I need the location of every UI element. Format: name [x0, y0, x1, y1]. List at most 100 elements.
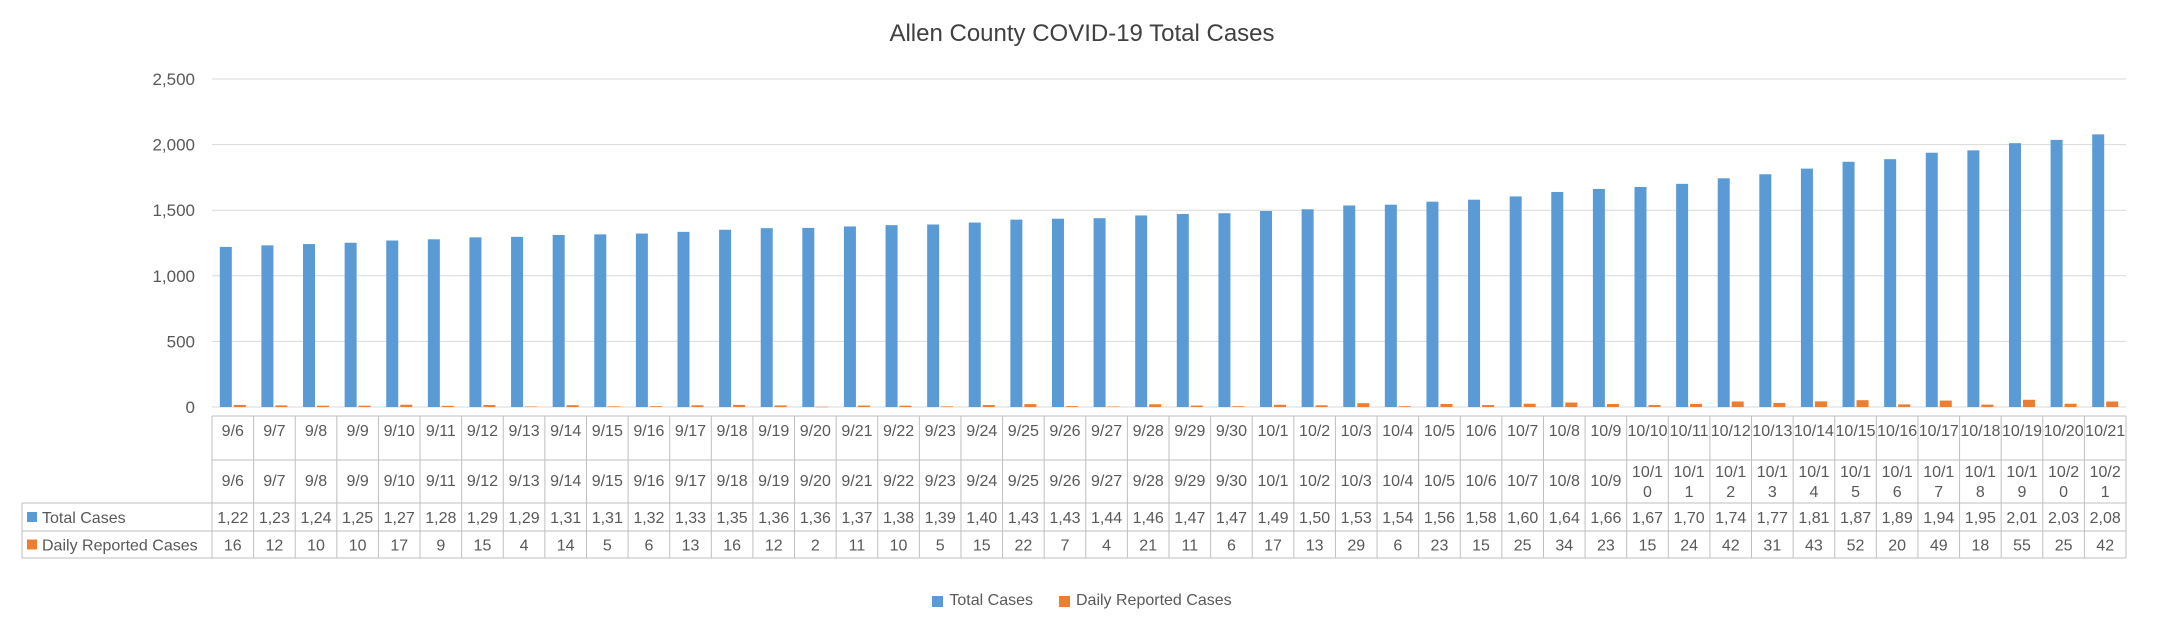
x-tick-label: 10/8 — [1549, 423, 1580, 440]
legend-label-daily: Daily Reported Cases — [1075, 592, 1232, 609]
table-cell: 13 — [682, 538, 700, 555]
table-header-cell: 7 — [1934, 484, 1943, 501]
table-cell: 1,39 — [925, 510, 956, 527]
bar-daily — [1440, 403, 1453, 407]
bar-total — [1010, 219, 1023, 407]
x-tick-label: 9/12 — [467, 423, 498, 440]
bar-total — [469, 237, 482, 407]
table-header-cell: 5 — [1851, 484, 1860, 501]
bar-daily — [1024, 404, 1037, 407]
table-header-cell: 10/7 — [1507, 473, 1538, 490]
table-header-cell: 0 — [2059, 484, 2068, 501]
table-cell: 18 — [1971, 538, 1989, 555]
table-header-cell: 10/2 — [2048, 464, 2079, 481]
table-cell: 1,46 — [1133, 510, 1164, 527]
bar-daily — [982, 405, 995, 407]
table-header-cell: 9/21 — [841, 473, 872, 490]
x-tick-label: 9/10 — [384, 423, 415, 440]
bar-total — [1135, 215, 1148, 407]
table-cell: 21 — [1139, 538, 1157, 555]
table-header-cell: 9/15 — [592, 473, 623, 490]
bar-daily — [2064, 403, 2077, 407]
table-header-cell: 10/1 — [1840, 464, 1871, 481]
table-cell: 6 — [1393, 538, 1402, 555]
bar-total — [1884, 159, 1897, 407]
x-tick-label: 10/20 — [2044, 423, 2084, 440]
bar-total — [719, 229, 732, 407]
bar-total — [552, 234, 565, 407]
bar-daily — [1274, 404, 1287, 407]
table-header-cell: 9 — [2018, 484, 2027, 501]
table-cell: 10 — [890, 538, 908, 555]
y-tick-label: 1,500 — [152, 201, 195, 220]
table-cell: 1,66 — [1590, 510, 1621, 527]
legend-swatch-total — [932, 595, 944, 607]
x-tick-label: 10/15 — [1836, 423, 1876, 440]
x-tick-label: 10/7 — [1507, 423, 1538, 440]
x-tick-label: 9/19 — [758, 423, 789, 440]
table-cell: 1,36 — [758, 510, 789, 527]
bar-daily — [525, 406, 538, 407]
table-cell: 1,29 — [508, 510, 539, 527]
bar-total — [1800, 168, 1813, 407]
table-header-cell: 9/17 — [675, 473, 706, 490]
bar-daily — [1315, 405, 1328, 407]
table-cell: 2,03 — [2048, 510, 2079, 527]
x-tick-label: 9/23 — [925, 423, 956, 440]
bar-total — [927, 224, 940, 407]
table-cell: 17 — [390, 538, 408, 555]
table-cell: 9 — [436, 538, 445, 555]
bar-total — [1093, 218, 1106, 407]
bar-total — [1218, 213, 1231, 407]
bar-daily — [1565, 402, 1578, 407]
bar-total — [1717, 178, 1730, 407]
bar-daily — [483, 405, 496, 407]
bar-daily — [608, 406, 621, 407]
table-cell: 1,25 — [342, 510, 373, 527]
x-tick-label: 9/13 — [508, 423, 539, 440]
table-cell: 1,67 — [1632, 510, 1663, 527]
x-tick-label: 10/1 — [1257, 423, 1288, 440]
table-cell: 1,58 — [1465, 510, 1496, 527]
table-row-label: Total Cases — [42, 510, 126, 527]
table-cell: 11 — [849, 538, 866, 555]
bar-daily — [1065, 406, 1078, 407]
table-cell: 34 — [1555, 538, 1573, 555]
x-tick-label: 10/19 — [2002, 423, 2042, 440]
table-cell: 1,54 — [1382, 510, 1413, 527]
bar-total — [677, 231, 690, 407]
x-tick-label: 10/2 — [1299, 423, 1330, 440]
table-row-label: Daily Reported Cases — [42, 538, 198, 555]
x-tick-label: 10/21 — [2085, 423, 2125, 440]
x-tick-label: 9/9 — [347, 423, 369, 440]
table-legend-key — [27, 539, 37, 550]
bar-total — [511, 236, 524, 407]
table-cell: 1,47 — [1174, 510, 1205, 527]
bar-total — [1343, 205, 1356, 407]
bar-daily — [857, 405, 870, 407]
table-cell: 16 — [723, 538, 741, 555]
bar-total — [1384, 204, 1397, 407]
table-cell: 1,38 — [883, 510, 914, 527]
table-cell: 25 — [1514, 538, 1532, 555]
table-cell: 42 — [2096, 538, 2114, 555]
bar-daily — [1981, 404, 1994, 407]
table-cell: 12 — [765, 538, 783, 555]
x-tick-label: 10/5 — [1424, 423, 1455, 440]
table-header-cell: 0 — [1643, 484, 1652, 501]
table-cell: 1,89 — [1882, 510, 1913, 527]
bar-daily — [441, 405, 454, 407]
table-cell: 1,47 — [1216, 510, 1247, 527]
table-header-cell: 1 — [2101, 484, 2110, 501]
table-cell: 1,60 — [1507, 510, 1538, 527]
x-tick-label: 9/18 — [717, 423, 748, 440]
table-cell: 7 — [1061, 538, 1070, 555]
table-cell: 23 — [1431, 538, 1449, 555]
table-header-cell: 9/11 — [426, 473, 456, 490]
table-header-cell: 9/28 — [1133, 473, 1164, 490]
bar-daily — [1357, 403, 1370, 407]
bar-total — [1592, 188, 1605, 407]
table-cell: 52 — [1847, 538, 1865, 555]
table-cell: 1,44 — [1091, 510, 1122, 527]
bar-total — [1842, 161, 1855, 407]
